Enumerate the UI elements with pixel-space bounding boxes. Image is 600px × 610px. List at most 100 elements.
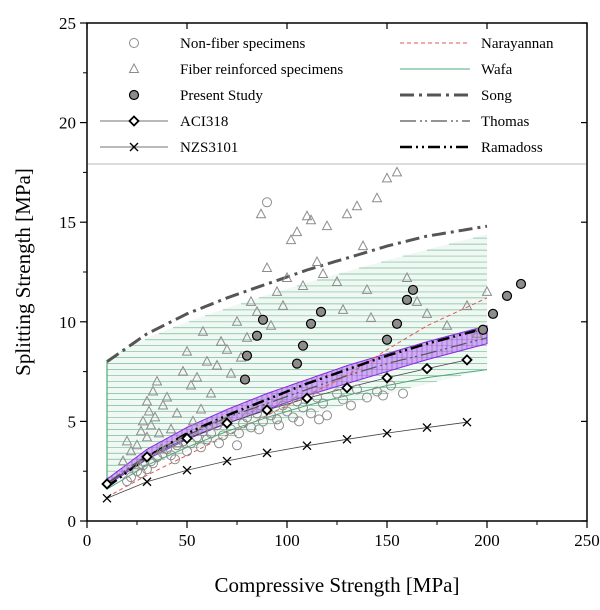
non-fiber-specimens-point xyxy=(386,380,396,391)
aci318-point xyxy=(421,362,433,375)
non-fiber-specimens-point xyxy=(182,446,192,457)
legend-marker xyxy=(128,89,140,101)
non-fiber-specimens-point xyxy=(274,420,284,431)
fiber-reinforced-specimens-point xyxy=(141,431,153,442)
fiber-reinforced-specimens-point xyxy=(147,385,159,396)
legend-label: Ramadoss xyxy=(481,140,543,156)
fiber-reinforced-specimens-point xyxy=(121,435,133,446)
y-tick-label: 25 xyxy=(59,14,76,33)
non-fiber-specimens-point xyxy=(322,410,332,421)
non-fiber-specimens-point xyxy=(242,412,252,423)
fiber-reinforced-specimens-point xyxy=(481,285,493,296)
cross-stroke xyxy=(382,428,392,438)
non-fiber-specimens-point xyxy=(218,430,228,441)
present-study-point xyxy=(315,306,327,317)
cross-stroke xyxy=(129,142,139,152)
legend-marker xyxy=(129,38,139,48)
present-study-point xyxy=(391,318,403,329)
fiber-reinforced-specimens-point xyxy=(153,427,165,438)
non-fiber-specimens-point xyxy=(294,416,304,427)
non-fiber-specimens-point xyxy=(262,197,272,208)
y-tick-label: 5 xyxy=(68,412,77,431)
fiber-reinforced-specimens-point xyxy=(305,214,317,225)
present-study-point xyxy=(407,284,419,296)
aci318-point xyxy=(101,478,113,490)
fiber-reinforced-specimens-point xyxy=(361,283,373,294)
fiber-reinforced-specimens-point xyxy=(185,379,197,390)
x-tick-label: 0 xyxy=(83,531,92,550)
fiber-reinforced-specimens-point xyxy=(281,271,293,282)
non-fiber-specimens-point xyxy=(292,396,302,407)
fiber-reinforced-specimens-point xyxy=(411,295,423,306)
nzs3101-point xyxy=(142,477,152,487)
fiber-reinforced-specimens-point xyxy=(301,210,313,221)
cross-stroke xyxy=(102,493,112,503)
legend-box xyxy=(88,24,586,164)
non-fiber-specimens-point xyxy=(234,428,244,439)
present-study-point xyxy=(257,314,269,325)
series-line-nzs3101 xyxy=(106,421,468,499)
series-line-song xyxy=(106,224,488,363)
non-fiber-specimens-point xyxy=(338,394,348,405)
y-tick-label: 20 xyxy=(59,114,76,133)
nzs3101-point xyxy=(182,465,192,475)
fiber-reinforced-specimens-point xyxy=(133,459,145,470)
non-fiber-specimens-point xyxy=(362,392,372,403)
aci318-point xyxy=(301,392,313,405)
present-study-point xyxy=(291,358,303,369)
fiber-reinforced-specimens-point xyxy=(205,387,217,398)
fiber-reinforced-specimens-point xyxy=(149,411,161,422)
fiber-reinforced-specimens-point xyxy=(311,255,323,267)
non-fiber-specimens-point xyxy=(232,440,242,451)
fiber-reinforced-specimens-point xyxy=(255,208,267,219)
nzs3101-point xyxy=(302,441,312,451)
fiber-reinforced-specimens-point xyxy=(145,419,157,430)
y-axis-title: Splitting Strength [MPa] xyxy=(11,168,35,376)
cross-stroke xyxy=(142,477,152,487)
fiber-reinforced-specimens-point xyxy=(177,365,189,376)
fiber-reinforced-specimens-point xyxy=(265,319,277,330)
fiber-reinforced-specimens-point xyxy=(135,425,147,436)
non-fiber-specimens-point xyxy=(298,402,308,413)
non-fiber-specimens-point xyxy=(170,454,180,465)
present-study-point xyxy=(487,308,499,319)
fiber-reinforced-specimens-point xyxy=(351,200,363,211)
x-tick-label: 250 xyxy=(574,531,600,550)
fiber-reinforced-specimens-point xyxy=(277,299,289,310)
fiber-reinforced-specimens-point xyxy=(125,445,137,456)
nzs3101-point xyxy=(222,456,232,466)
aci318-point xyxy=(141,451,153,463)
fiber-reinforced-specimens-point xyxy=(461,299,473,310)
fiber-reinforced-specimens-point xyxy=(401,271,413,282)
fiber-reinforced-specimens-point xyxy=(131,439,143,450)
axes: 0 50 100 150 200 250 0 5 10 15 20 25 xyxy=(59,14,600,550)
non-fiber-specimens-point xyxy=(332,388,342,399)
fiber-reinforced-specimens-point xyxy=(441,319,453,330)
non-fiber-specimens-point xyxy=(346,400,356,411)
fiber-reinforced-specimens-point xyxy=(173,437,185,448)
legend-label: Non-fiber specimens xyxy=(180,36,306,52)
non-fiber-specimens-point xyxy=(212,420,222,431)
present-study-point xyxy=(241,350,253,361)
fiber-reinforced-specimens-point xyxy=(357,240,369,251)
cross-stroke xyxy=(222,456,232,466)
fiber-reinforced-specimens-point xyxy=(317,267,329,278)
y-tick-label: 15 xyxy=(59,213,76,232)
fiber-reinforced-specimens-point xyxy=(285,234,297,245)
nzs3101-point xyxy=(382,428,392,438)
legend-label: NZS3101 xyxy=(180,140,238,156)
nzs3101-point xyxy=(262,448,272,458)
fiber-reinforced-specimens-point xyxy=(191,371,203,382)
fiber-reinforced-specimens-point xyxy=(143,405,155,416)
aci318-point xyxy=(261,404,273,416)
non-fiber-specimens-point xyxy=(314,414,324,425)
fiber-reinforced-specimens-point xyxy=(241,331,253,342)
non-fiber-specimens-point xyxy=(192,432,202,443)
fiber-reinforced-specimens-point xyxy=(291,226,303,237)
fiber-reinforced-specimens-point xyxy=(391,166,403,177)
nzs3101-point xyxy=(422,423,432,433)
non-fiber-specimens-point xyxy=(312,392,322,403)
aci318-point xyxy=(181,432,193,445)
fiber-reinforced-specimens-point xyxy=(215,335,227,346)
